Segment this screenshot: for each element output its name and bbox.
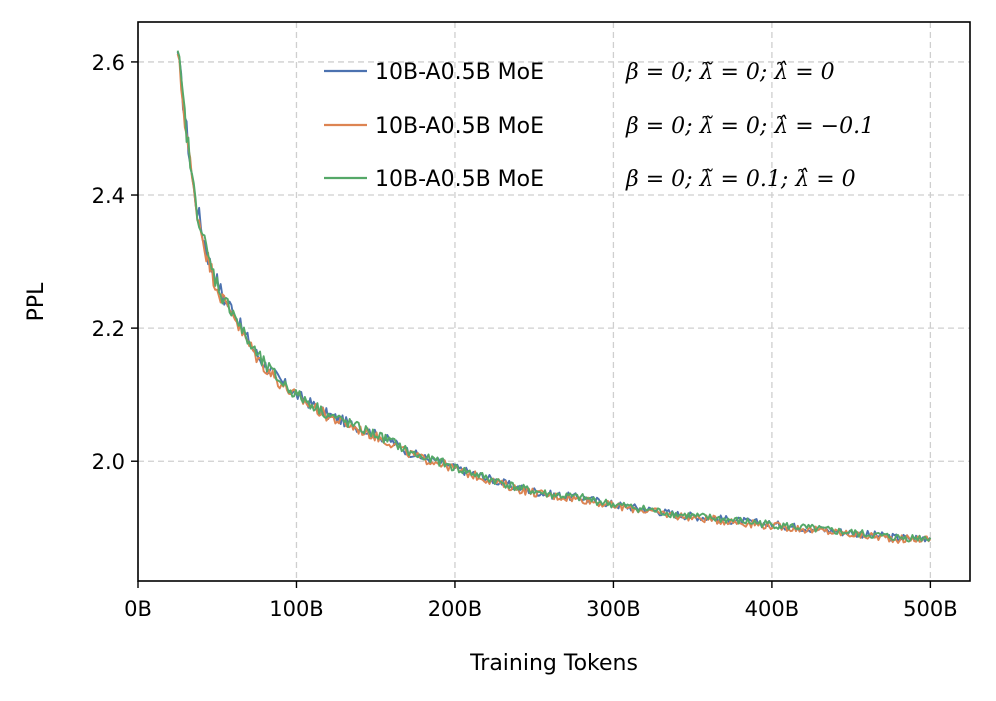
series-line-3: [176, 50, 932, 543]
x-tick-label: 400B: [745, 597, 800, 621]
legend-math-1: β = 0; λ̃ = 0; λ̂ = 0: [625, 60, 835, 85]
x-tick-label: 200B: [428, 597, 483, 621]
x-tick-label: 500B: [903, 597, 958, 621]
y-tick-label: 2.0: [92, 450, 125, 474]
y-tick-label: 2.2: [92, 317, 125, 341]
x-tick-label: 300B: [586, 597, 641, 621]
legend-label-2: 10B-A0.5B MoE: [375, 114, 544, 139]
x-axis-title: Training Tokens: [469, 651, 638, 676]
legend: 10B-A0.5B MoE β = 0; λ̃ = 0; λ̂ = 0 10B-…: [324, 60, 874, 192]
legend-label-1: 10B-A0.5B MoE: [375, 60, 544, 85]
legend-label-3: 10B-A0.5B MoE: [375, 167, 544, 192]
plot-frame: [137, 21, 971, 582]
series-line-2: [176, 53, 932, 544]
y-axis-title: PPL: [24, 282, 49, 322]
x-tick-label: 100B: [269, 597, 324, 621]
y-tick-label: 2.4: [92, 184, 125, 208]
x-tick-label: 0B: [124, 597, 152, 621]
series-lines: [176, 50, 932, 544]
legend-math-3: β = 0; λ̃ = 0.1; λ̂ = 0: [625, 167, 856, 192]
y-tick-label: 2.6: [92, 51, 125, 75]
plot-background: [138, 22, 970, 581]
legend-math-2: β = 0; λ̃ = 0; λ̂ = −0.1: [625, 114, 874, 139]
axis-ticks: 0B 100B 200B 300B 400B 500B 2.0 2.2 2.4 2.6: [92, 51, 958, 621]
